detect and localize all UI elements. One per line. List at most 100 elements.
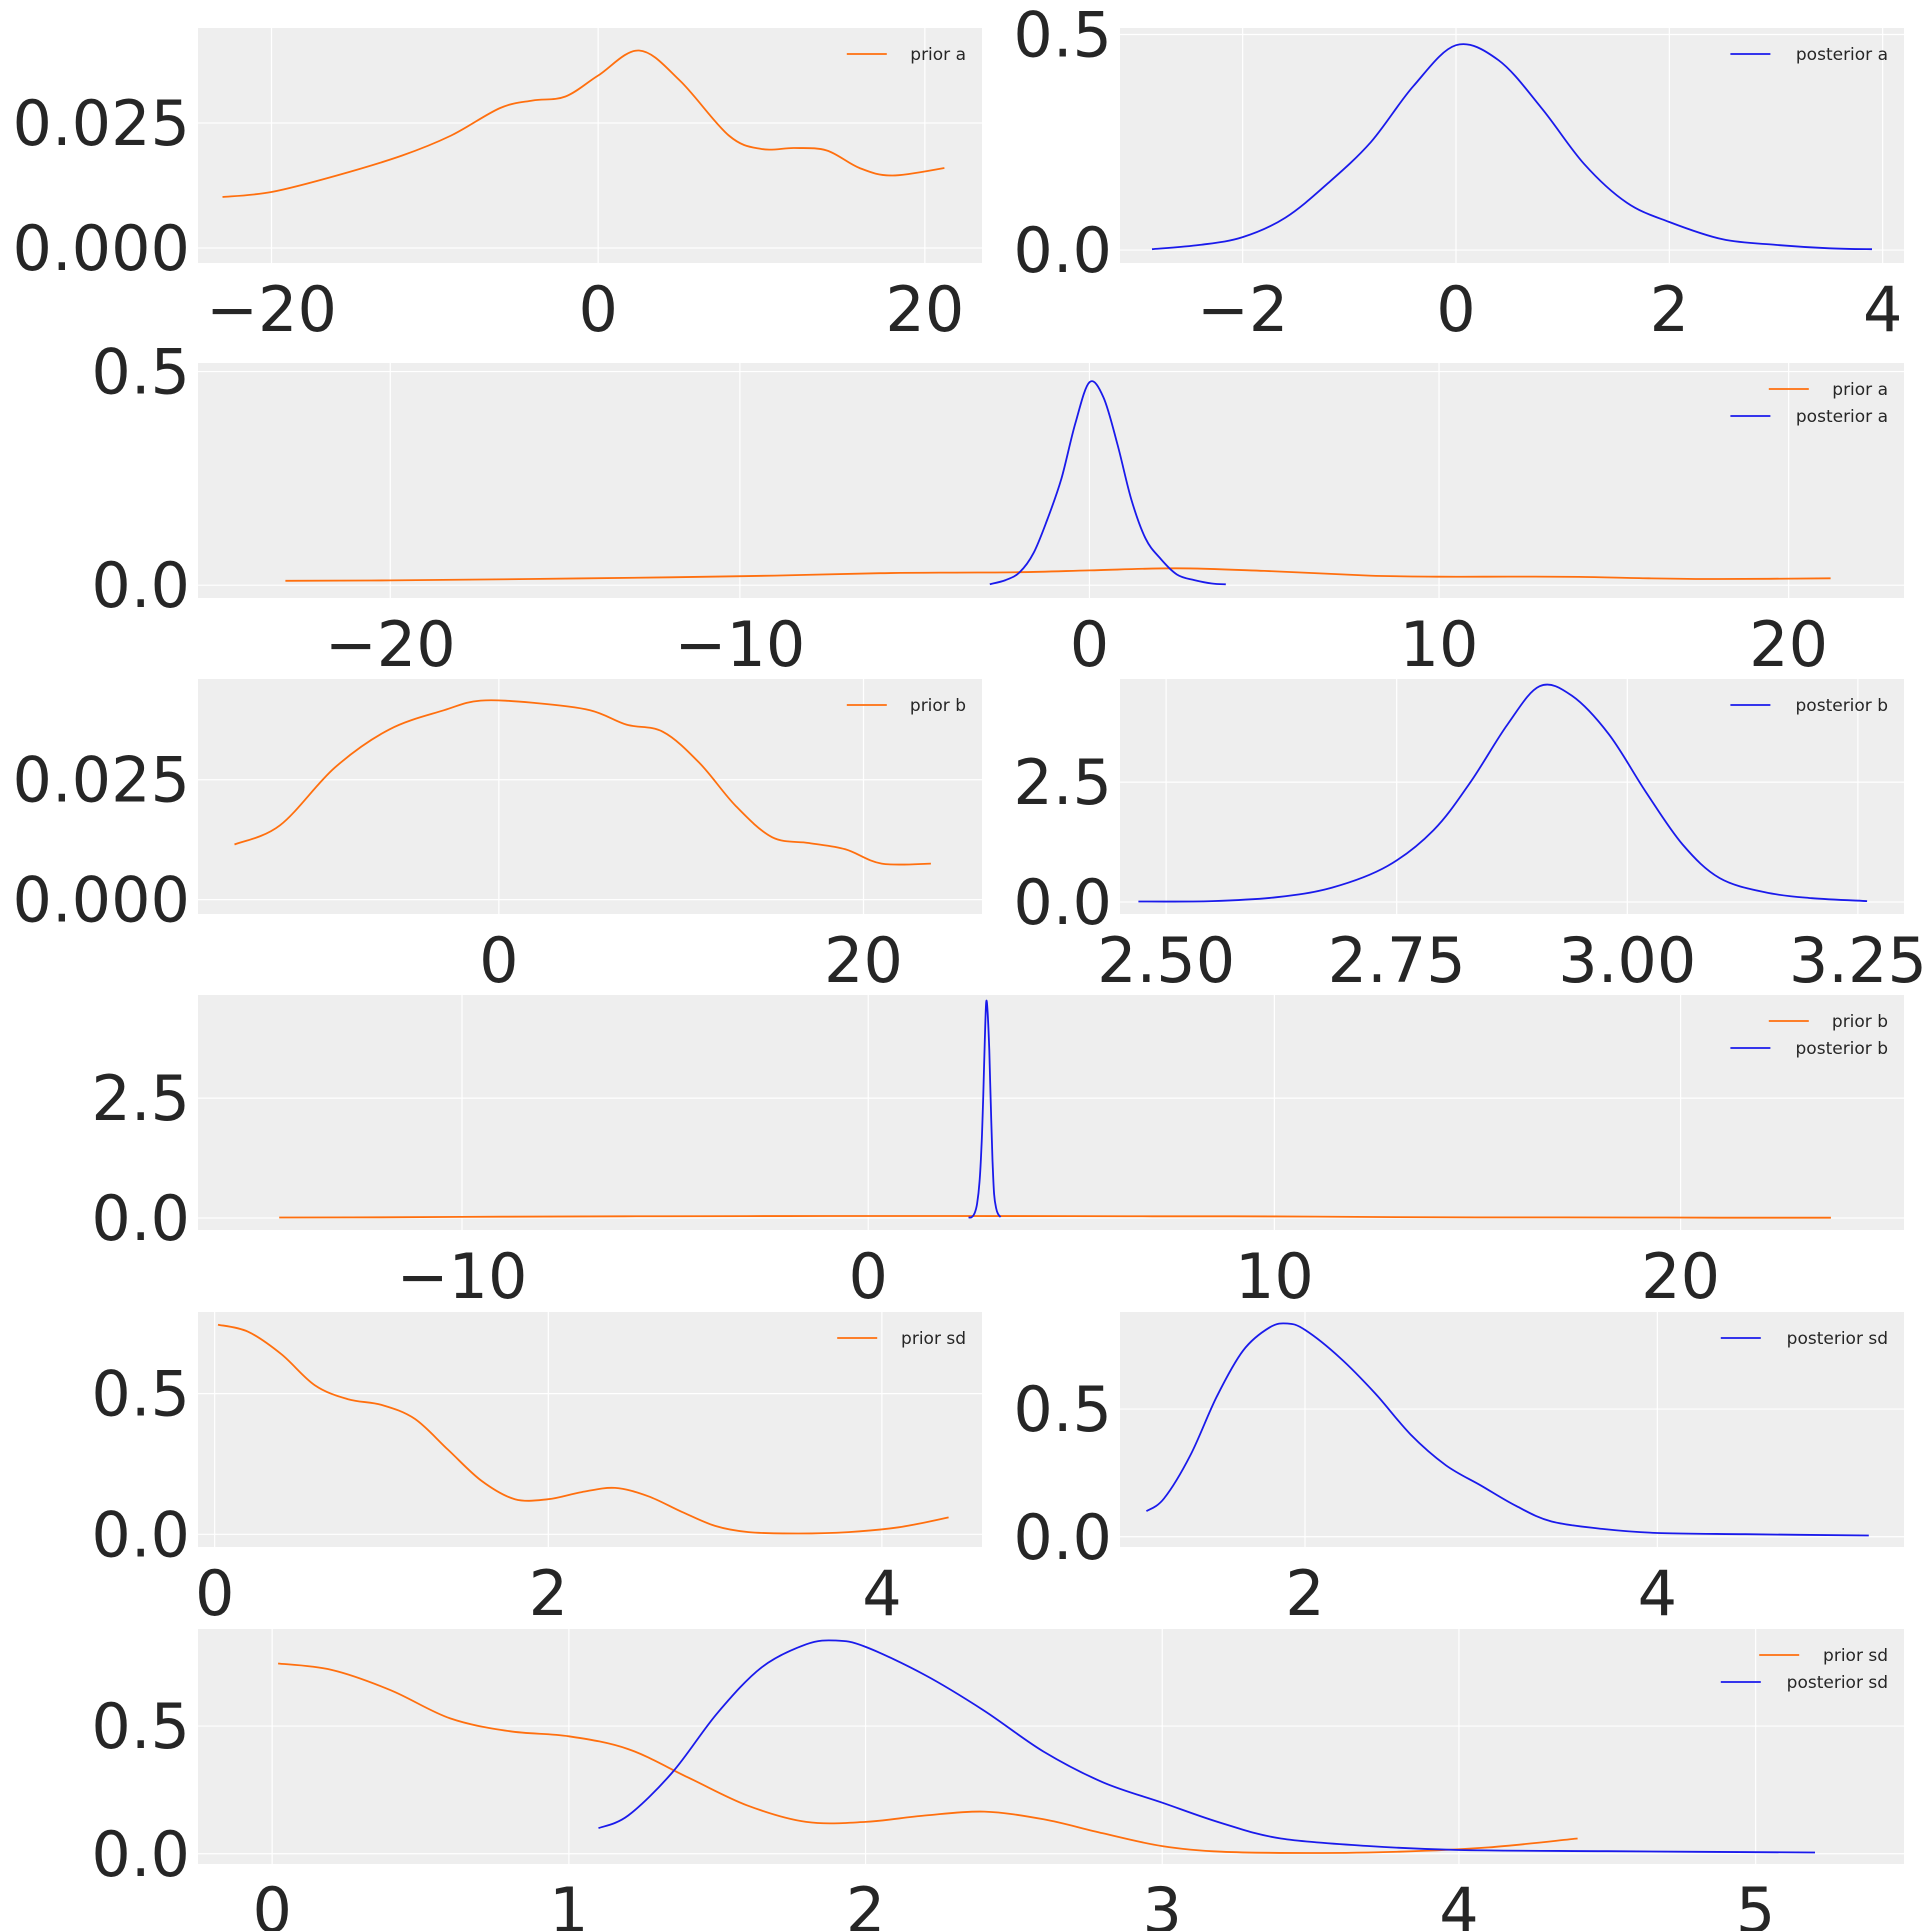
- x-tick-label: 4: [862, 1557, 901, 1630]
- legend-label: posterior sd: [1787, 1329, 1888, 1349]
- legend: prior b posterior b: [1730, 1012, 1888, 1059]
- series-line-posterior-sd: [598, 1639, 1816, 1854]
- legend: prior sd: [837, 1329, 966, 1349]
- plot-area: [1120, 28, 1904, 263]
- x-tick-label: 10: [1400, 608, 1479, 681]
- subplot-prior-posterior-a: −20 −10 0 10 20 0.0 0.5 prior a posterior a: [91, 336, 1904, 681]
- series-line-prior-sd: [277, 1662, 1578, 1854]
- series-line-posterior-a: [1151, 43, 1873, 251]
- legend-label: prior a: [910, 45, 966, 65]
- y-tick-label: 0.5: [91, 336, 190, 409]
- x-tick-label: 3.25: [1789, 924, 1927, 997]
- x-tick-label: 0: [578, 273, 617, 346]
- legend-label: posterior a: [1796, 45, 1888, 65]
- x-tick-label: 0: [479, 924, 518, 997]
- x-tick-label: 2.75: [1328, 924, 1466, 997]
- legend-label: prior a: [1832, 380, 1888, 400]
- y-tick-label: 0.0: [1013, 866, 1112, 939]
- legend: prior b: [846, 696, 966, 716]
- x-tick-label: 20: [824, 924, 903, 997]
- x-tick-label: 3.00: [1558, 924, 1696, 997]
- legend-label: posterior b: [1796, 1039, 1888, 1059]
- subplot-posterior-b: 2.50 2.75 3.00 3.25 0.0 2.5 posterior b: [1013, 679, 1927, 997]
- y-tick-label: 0.0: [91, 1818, 190, 1891]
- y-tick-label: 0.5: [91, 1358, 190, 1431]
- x-tick-label: −20: [206, 273, 337, 346]
- y-tick-label: 0.0: [1013, 214, 1112, 287]
- x-tick-label: 0: [252, 1874, 291, 1931]
- series-line-posterior-a: [989, 380, 1226, 586]
- plot-area: [198, 1629, 1904, 1864]
- series-line-prior-b: [234, 699, 931, 866]
- x-tick-label: 0: [848, 1240, 887, 1313]
- legend-label: prior sd: [1823, 1646, 1888, 1666]
- y-tick-label: 0.0: [91, 1182, 190, 1255]
- legend-label: posterior a: [1796, 407, 1888, 427]
- subplot-posterior-sd: 2 4 0.0 0.5 posterior sd: [1013, 1312, 1904, 1630]
- x-tick-label: 20: [1641, 1240, 1720, 1313]
- y-tick-label: 0.025: [13, 87, 191, 160]
- x-tick-label: 0: [195, 1557, 234, 1630]
- x-tick-label: 4: [1863, 273, 1902, 346]
- y-tick-label: 0.5: [1013, 1373, 1112, 1446]
- x-tick-label: 2.50: [1097, 924, 1235, 997]
- y-tick-label: 0.5: [1013, 0, 1112, 71]
- series-line-posterior-b: [968, 999, 1002, 1219]
- x-tick-label: 3: [1143, 1874, 1182, 1931]
- x-tick-label: 4: [1439, 1874, 1478, 1931]
- x-tick-label: 4: [1638, 1557, 1677, 1630]
- plot-area: [1120, 679, 1904, 914]
- plot-area: [198, 28, 982, 263]
- subplot-prior-a: −20 0 20 0.000 0.025 prior a: [13, 28, 982, 346]
- x-tick-label: 5: [1736, 1874, 1775, 1931]
- series-line-posterior-b: [1138, 683, 1868, 903]
- legend: posterior sd: [1720, 1329, 1888, 1349]
- x-tick-label: 20: [885, 273, 964, 346]
- y-tick-label: 0.000: [13, 212, 191, 285]
- x-tick-label: −20: [325, 608, 456, 681]
- x-tick-label: 2: [1650, 273, 1689, 346]
- y-tick-label: 2.5: [91, 1062, 190, 1135]
- y-tick-label: 2.5: [1013, 746, 1112, 819]
- subplot-prior-posterior-sd: 0 1 2 3 4 5 0.0 0.5 prior sd posterior sd: [91, 1629, 1904, 1931]
- subplot-posterior-a: −2 0 2 4 0.0 0.5 posterior a: [1013, 0, 1904, 346]
- x-tick-label: −10: [674, 608, 805, 681]
- subplot-prior-posterior-b: −10 0 10 20 0.0 2.5 prior b posterior b: [91, 995, 1904, 1313]
- plot-area: [198, 995, 1904, 1230]
- y-tick-label: 0.0: [91, 1498, 190, 1571]
- x-tick-label: 2: [846, 1874, 885, 1931]
- series-line-prior-a: [285, 567, 1831, 582]
- legend: prior sd posterior sd: [1720, 1646, 1888, 1693]
- x-tick-label: −2: [1197, 273, 1288, 346]
- subplot-prior-b: 0 20 0.000 0.025 prior b: [13, 679, 982, 997]
- y-tick-label: 0.0: [1013, 1501, 1112, 1574]
- x-tick-label: 2: [529, 1557, 568, 1630]
- x-tick-label: 2: [1285, 1557, 1324, 1630]
- x-tick-label: 1: [549, 1874, 588, 1931]
- subplot-prior-sd: 0 2 4 0.0 0.5 prior sd: [91, 1312, 982, 1630]
- legend-label: posterior b: [1796, 696, 1888, 716]
- legend: posterior b: [1730, 696, 1888, 716]
- y-tick-label: 0.0: [91, 549, 190, 622]
- y-tick-label: 0.5: [91, 1690, 190, 1763]
- x-tick-label: 0: [1436, 273, 1475, 346]
- x-tick-label: 10: [1235, 1240, 1314, 1313]
- series-line-posterior-sd: [1145, 1322, 1869, 1537]
- legend-label: prior b: [1832, 1012, 1888, 1032]
- legend-label: prior sd: [901, 1329, 966, 1349]
- plot-area: [198, 1312, 982, 1547]
- legend: prior a: [846, 45, 966, 65]
- series-line-prior-b: [279, 1215, 1831, 1219]
- plot-area: [198, 363, 1904, 598]
- legend-label: prior b: [910, 696, 966, 716]
- legend: posterior a: [1730, 45, 1888, 65]
- series-line-prior-a: [222, 49, 945, 198]
- y-tick-label: 0.025: [13, 744, 191, 817]
- legend-label: posterior sd: [1787, 1673, 1888, 1693]
- series-line-prior-sd: [217, 1323, 949, 1535]
- x-tick-label: 0: [1070, 608, 1109, 681]
- x-tick-label: 20: [1749, 608, 1828, 681]
- plot-area: [198, 679, 982, 914]
- x-tick-label: −10: [397, 1240, 528, 1313]
